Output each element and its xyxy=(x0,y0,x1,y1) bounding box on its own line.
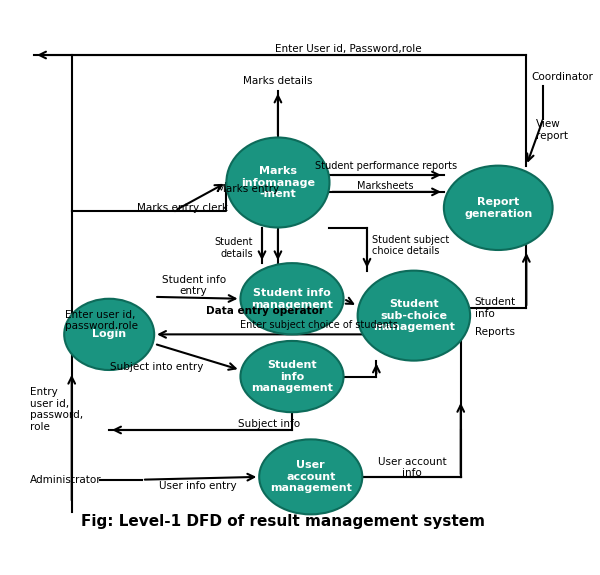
Text: Enter subject choice of students: Enter subject choice of students xyxy=(241,320,398,330)
Text: Enter user id,
password,role: Enter user id, password,role xyxy=(65,309,138,331)
Text: Student
details: Student details xyxy=(214,237,253,259)
Text: Marksheets: Marksheets xyxy=(358,181,414,191)
Text: Marks entry: Marks entry xyxy=(217,184,279,194)
Text: Fig: Level-1 DFD of result management system: Fig: Level-1 DFD of result management sy… xyxy=(80,515,485,530)
Text: Entry
user id,
password,
role: Entry user id, password, role xyxy=(29,387,83,432)
Text: Login: Login xyxy=(92,329,126,339)
Text: Student
sub-choice
management: Student sub-choice management xyxy=(373,299,455,332)
Text: Student
info: Student info xyxy=(475,297,516,319)
Text: Student
info
management: Student info management xyxy=(251,360,333,393)
Text: Reports: Reports xyxy=(475,328,515,338)
Text: Marks
infomanage
-ment: Marks infomanage -ment xyxy=(241,166,315,199)
Text: Marks details: Marks details xyxy=(243,76,313,86)
Text: Marks entry clerk: Marks entry clerk xyxy=(137,203,229,213)
Text: Subject info: Subject info xyxy=(238,419,299,430)
Ellipse shape xyxy=(64,299,154,370)
Text: Enter User id, Password,role: Enter User id, Password,role xyxy=(275,44,422,55)
Text: Subject into entry: Subject into entry xyxy=(110,362,203,372)
Text: Student subject
choice details: Student subject choice details xyxy=(371,235,449,256)
Text: View
report: View report xyxy=(536,119,568,141)
Text: User account
info: User account info xyxy=(377,457,446,478)
Text: Administrator: Administrator xyxy=(29,475,101,485)
Text: User info entry: User info entry xyxy=(160,481,237,491)
Ellipse shape xyxy=(358,271,470,361)
Text: Data entry operator: Data entry operator xyxy=(206,306,324,316)
Text: User
account
management: User account management xyxy=(270,460,352,493)
Text: Coordinator: Coordinator xyxy=(531,71,593,82)
Text: Student info
management: Student info management xyxy=(251,288,333,309)
Ellipse shape xyxy=(444,166,553,250)
Text: Student info
entry: Student info entry xyxy=(161,275,226,297)
Ellipse shape xyxy=(259,439,362,515)
Ellipse shape xyxy=(226,137,329,228)
Text: Student performance reports: Student performance reports xyxy=(314,160,457,171)
Ellipse shape xyxy=(241,263,344,335)
Text: Report
generation: Report generation xyxy=(464,197,532,218)
Ellipse shape xyxy=(241,341,344,412)
